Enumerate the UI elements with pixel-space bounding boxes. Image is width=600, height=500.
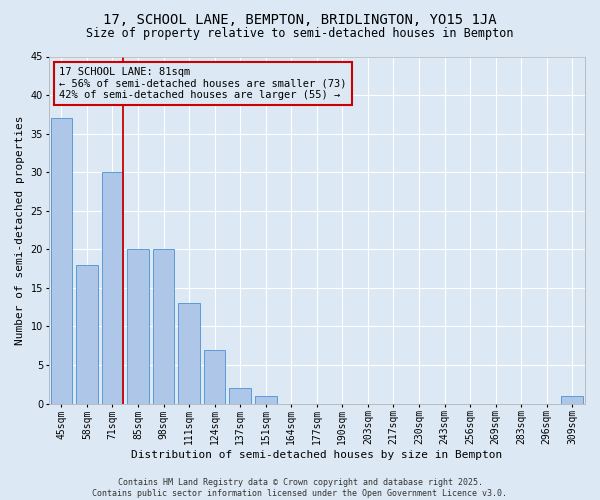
- Bar: [152, 250, 175, 404]
- Bar: [229, 388, 251, 404]
- Bar: [204, 350, 226, 404]
- Text: 17 SCHOOL LANE: 81sqm
← 56% of semi-detached houses are smaller (73)
42% of semi: 17 SCHOOL LANE: 81sqm ← 56% of semi-deta…: [59, 67, 347, 100]
- Bar: [255, 396, 277, 404]
- Y-axis label: Number of semi-detached properties: Number of semi-detached properties: [15, 116, 25, 345]
- Bar: [127, 250, 149, 404]
- X-axis label: Distribution of semi-detached houses by size in Bempton: Distribution of semi-detached houses by …: [131, 450, 502, 460]
- Text: Size of property relative to semi-detached houses in Bempton: Size of property relative to semi-detach…: [86, 28, 514, 40]
- Bar: [562, 396, 583, 404]
- Text: Contains HM Land Registry data © Crown copyright and database right 2025.
Contai: Contains HM Land Registry data © Crown c…: [92, 478, 508, 498]
- Bar: [101, 172, 124, 404]
- Bar: [178, 304, 200, 404]
- Bar: [76, 265, 98, 404]
- Text: 17, SCHOOL LANE, BEMPTON, BRIDLINGTON, YO15 1JA: 17, SCHOOL LANE, BEMPTON, BRIDLINGTON, Y…: [103, 12, 497, 26]
- Bar: [50, 118, 72, 404]
